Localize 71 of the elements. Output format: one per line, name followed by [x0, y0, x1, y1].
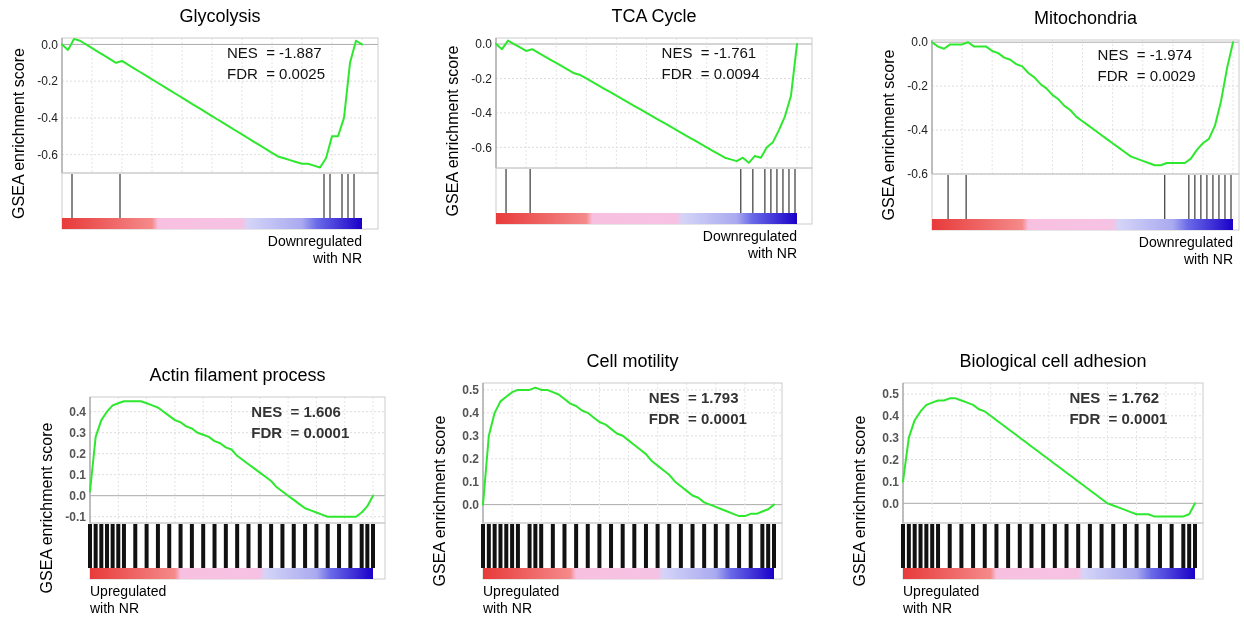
- chart-title: TCA Cycle: [611, 6, 697, 26]
- y-tick-label: -0.1: [65, 509, 87, 524]
- text: with NR: [482, 600, 533, 616]
- y-tick-label: -0.4: [907, 123, 929, 138]
- text: Downregulated: [1138, 234, 1233, 250]
- y-tick-label: -0.6: [471, 140, 493, 155]
- y-tick-label: 0.0: [882, 496, 900, 511]
- annotation: NES = 1.606: [251, 403, 341, 420]
- y-tick-label: 0.4: [462, 406, 480, 421]
- text: with NR: [902, 600, 953, 616]
- y-tick-label: 0.0: [911, 35, 929, 50]
- line-series: [482, 386, 775, 518]
- text: Upregulated: [903, 583, 980, 599]
- annotation: FDR = 0.0001: [1069, 410, 1168, 427]
- y-tick-label: -0.4: [471, 106, 493, 121]
- y-tick-label: 0.4: [69, 404, 87, 419]
- annotation: NES = 1.793: [648, 389, 739, 406]
- y-axis-title: GSEA enrichment score: [431, 415, 448, 587]
- text: with NR: [311, 250, 362, 266]
- y-tick-label: -0.6: [37, 147, 59, 162]
- y-axis-title: GSEA enrichment score: [851, 415, 868, 587]
- text: with NR: [1182, 251, 1233, 267]
- annotation: NES = -1.761: [661, 44, 757, 61]
- y-tick-label: -0.2: [37, 74, 59, 89]
- annotation: FDR = 0.0001: [251, 424, 350, 441]
- chart-title: Cell motility: [586, 351, 679, 371]
- annotation: FDR = 0.0025: [227, 65, 325, 82]
- text: Downregulated: [267, 233, 362, 249]
- y-tick-label: 0.1: [69, 467, 87, 482]
- y-tick-label: 0.4: [882, 409, 900, 424]
- annotation: NES = -1.887: [227, 44, 322, 61]
- annotation: FDR = 0.0001: [648, 410, 747, 427]
- y-tick-label: 0.0: [41, 37, 59, 52]
- y-tick-label: -0.2: [907, 79, 929, 94]
- text: with NR: [89, 600, 140, 616]
- y-tick-label: 0.5: [462, 383, 480, 398]
- line-series: [931, 41, 1234, 167]
- y-tick-label: 0.0: [475, 37, 493, 52]
- annotation: FDR = 0.0029: [1097, 67, 1196, 84]
- annotation: NES = 1.762: [1069, 389, 1160, 406]
- y-axis-title: GSEA enrichment score: [10, 48, 27, 219]
- text: Downregulated: [702, 228, 797, 244]
- annotation: FDR = 0.0094: [661, 65, 760, 82]
- y-tick-label: 0.5: [882, 387, 900, 402]
- chart-title: Biological cell adhesion: [959, 351, 1147, 371]
- y-axis-title: GSEA enrichment score: [38, 422, 55, 594]
- y-tick-label: 0.3: [882, 430, 900, 445]
- y-tick-label: 0.2: [462, 451, 480, 466]
- y-tick-label: -0.4: [37, 111, 59, 126]
- y-tick-label: 0.3: [462, 428, 480, 443]
- line-series: [61, 37, 363, 169]
- y-tick-label: 0.2: [882, 452, 900, 467]
- annotation: NES = -1.974: [1097, 46, 1193, 63]
- text: with NR: [746, 245, 797, 261]
- text: Upregulated: [90, 583, 167, 599]
- y-axis-title: GSEA enrichment score: [880, 49, 897, 221]
- line-series: [495, 39, 798, 164]
- y-axis-title: GSEA enrichment score: [444, 45, 461, 217]
- y-tick-label: 0.0: [462, 497, 480, 512]
- chart-title: Actin filament process: [149, 365, 326, 385]
- chart-title: Glycolysis: [179, 6, 261, 26]
- text: Upregulated: [483, 583, 560, 599]
- y-tick-label: 0.1: [462, 474, 480, 489]
- chart-title: Mitochondria: [1033, 8, 1139, 28]
- y-tick-label: 0.2: [69, 446, 87, 461]
- y-tick-label: 0.0: [69, 488, 87, 503]
- y-tick-label: 0.1: [882, 474, 900, 489]
- y-tick-label: -0.6: [907, 167, 929, 182]
- line-series: [89, 400, 374, 518]
- y-tick-label: -0.2: [471, 71, 493, 86]
- y-tick-label: 0.3: [69, 425, 87, 440]
